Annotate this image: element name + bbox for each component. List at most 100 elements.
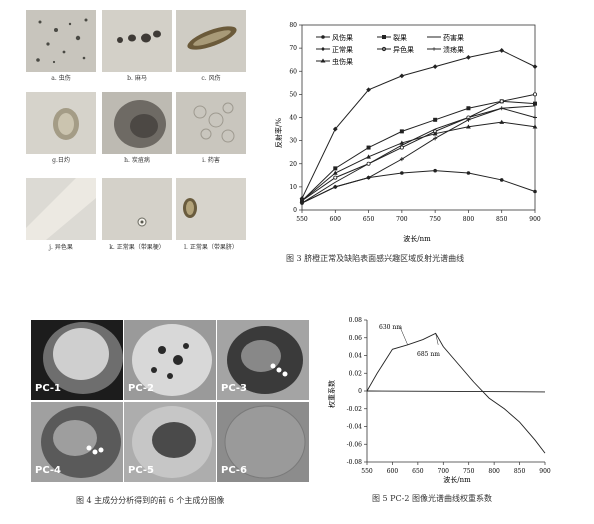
fig5-y-tick-label: -0.02 (347, 406, 363, 413)
fig3-legend: 风伤果 裂果 药害果 正常果 异色果 + 溃疡果 虫伤果 (316, 33, 464, 66)
fig3-data-point (499, 48, 505, 53)
fig5-series-line (366, 390, 546, 393)
fig3-y-tick-label: 10 (289, 184, 297, 191)
fig3-data-point (366, 161, 371, 166)
caption-b: b. 麻马 (127, 75, 147, 82)
caption-g: g.日灼 (52, 157, 70, 164)
fig3-data-point (399, 145, 404, 150)
caption-k: k. 正常果（带果梗） (109, 244, 165, 251)
fig3-data-point (332, 170, 338, 175)
fig3-data-point (399, 129, 404, 134)
fig3-x-tick-label: 850 (496, 216, 508, 223)
fig5-annotation-pointer (435, 333, 439, 345)
fig3-data-point (399, 73, 405, 79)
fig5-y-tick-label: 0.02 (349, 370, 363, 377)
fig5-x-axis-label: 波长/nm (443, 475, 471, 484)
fig3-x-tick-label: 550 (296, 216, 308, 223)
fig3-y-tick-label: 30 (289, 138, 297, 145)
fig5-annotation-685: 685 nm (417, 351, 440, 358)
fig3-data-point (532, 92, 537, 97)
fig3-data-point (532, 64, 538, 70)
fig5-caption: 图 5 PC-2 图像光谱曲线权重系数 (372, 494, 493, 503)
fig3-y-tick-label: 20 (289, 161, 297, 168)
legend-insect-damage: 虫伤果 (332, 57, 353, 66)
fig5-y-tick-label: 0 (358, 388, 362, 395)
fig5-x-tick-label: 600 (387, 468, 399, 475)
fig3-y-tick-label: 70 (289, 45, 297, 52)
fig3-data-point (532, 124, 538, 129)
fig3-y-tick-label: 60 (289, 68, 297, 75)
fig3-data-point (332, 126, 338, 132)
fig5-y-tick-label: -0.08 (347, 459, 363, 466)
legend-pesticide: 药害果 (443, 33, 464, 42)
pc-5-image: PC-5 (124, 402, 216, 482)
pc-3-image: PC-3 (217, 320, 309, 400)
caption-a: a. 虫伤 (51, 75, 71, 82)
caption-j: j. 异色果 (49, 244, 73, 251)
thumb-normal-stem (102, 178, 172, 240)
fig3-data-point (433, 136, 438, 141)
fig3-x-axis-label: 波长/nm (403, 234, 431, 243)
fig3-data-point (466, 117, 471, 122)
fig3-series-line (301, 107, 536, 204)
fig3-x-tick-label: 800 (463, 216, 475, 223)
fig3-data-point (399, 140, 405, 145)
fig5-y-tick-label: 0.04 (349, 353, 363, 360)
fig5-x-tick-label: 750 (463, 468, 475, 475)
fig3-data-point (432, 64, 438, 70)
fig5-x-tick-label: 550 (361, 468, 373, 475)
fig3-x-tick-label: 650 (363, 216, 375, 223)
fig3-data-point (399, 157, 404, 162)
pc-6-image: PC-6 (217, 402, 309, 482)
pc-2-label: PC-2 (128, 383, 155, 394)
fig3-data-point (499, 178, 504, 182)
fig3-data-point (499, 106, 504, 111)
fig3-data-point (333, 175, 338, 180)
legend-canker: 溃疡果 (443, 45, 464, 54)
fig3-data-point (366, 175, 371, 180)
fig3-data-point (333, 166, 338, 171)
fig3-data-point (499, 119, 505, 124)
legend-off-color: 异色果 (393, 45, 414, 54)
legend-cracked: 裂果 (393, 33, 407, 42)
thumb-off-color (26, 178, 96, 240)
thumb-insect-damage (26, 10, 96, 72)
fig3-series-line (301, 93, 536, 202)
legend-wind-damage: 风伤果 (332, 33, 353, 42)
fig3-series-line (301, 100, 536, 202)
fig3-reflectance-chart: 0 10 20 30 40 50 60 70 80 550 600 650 700 750 800 850 90… (274, 22, 541, 243)
fig5-series-line (366, 332, 546, 454)
fig3-data-point (333, 184, 338, 189)
thumb-pesticide (176, 92, 246, 154)
thumb-anthracnose (102, 92, 172, 154)
pc-4-image: PC-4 (31, 402, 123, 482)
caption-i: i. 药害 (202, 157, 220, 164)
fig3-data-point (366, 154, 371, 159)
caption-l: l. 正常果（带果脐） (184, 244, 238, 251)
fig5-x-tick-label: 800 (488, 468, 500, 475)
fig3-data-point (433, 117, 438, 122)
fig4-caption: 图 4 主成分分析得到的前 6 个主成分图像 (76, 496, 225, 505)
fig3-data-point (466, 106, 471, 111)
fig5-y-axis-label: 权重系数 (327, 380, 336, 408)
fig3-y-tick-label: 80 (289, 22, 297, 29)
fig3-series-line (301, 105, 536, 204)
fig3-data-point (533, 189, 537, 194)
pc-4-label: PC-4 (35, 465, 62, 476)
fig3-y-tick-label: 40 (289, 115, 297, 122)
fig3-data-point (466, 54, 471, 60)
fig3-x-tick-label: 750 (429, 216, 441, 223)
legend-normal: 正常果 (332, 45, 353, 54)
fig5-y-tick-label: -0.06 (347, 441, 363, 448)
pc-1-image: PC-1 (31, 320, 123, 400)
fig3-data-point (400, 171, 404, 175)
caption-c: c. 风伤 (201, 75, 221, 82)
fig3-data-point (432, 131, 438, 136)
thumb-sunburn (26, 92, 96, 154)
fig5-x-tick-label: 900 (539, 468, 551, 475)
fig3-data-point (533, 115, 537, 120)
fig3-y-tick-label: 50 (289, 91, 297, 98)
fig3-series-line (301, 49, 536, 199)
fig3-y-axis-label: 反射率/% (274, 118, 283, 148)
fig5-annotation-630: 630 nm (379, 324, 402, 331)
